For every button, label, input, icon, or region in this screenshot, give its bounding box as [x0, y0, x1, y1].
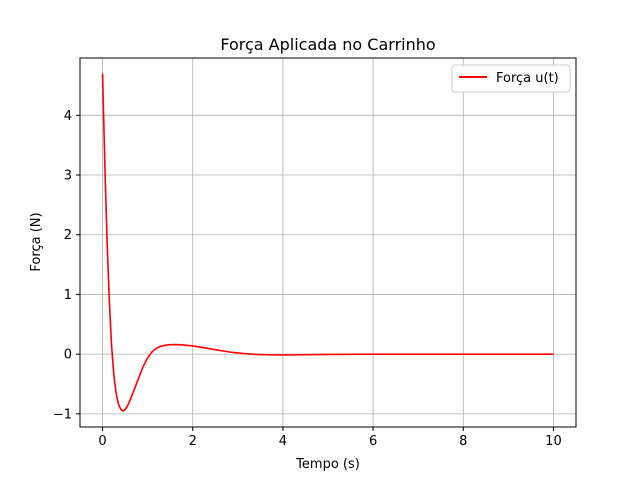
y-tick-label: 1 [64, 288, 72, 303]
x-axis-label: Tempo (s) [295, 457, 360, 472]
series-layer [101, 73, 554, 412]
series-line-forca [101, 73, 554, 412]
legend-label: Força u(t) [496, 71, 559, 86]
x-tick-label: 6 [369, 434, 377, 449]
axis-ticks: 0 2 4 6 8 10 −1 0 1 2 3 4 [53, 109, 562, 449]
y-tick-label: 2 [64, 228, 72, 243]
grid-lines [80, 58, 576, 427]
x-tick-label: 4 [279, 434, 287, 449]
legend: Força u(t) [451, 64, 571, 93]
y-tick-label: 0 [64, 348, 72, 363]
x-tick-label: 2 [189, 434, 197, 449]
legend-box [451, 64, 571, 93]
y-axis-label: Força (N) [29, 212, 44, 271]
y-tick-label: −1 [53, 407, 72, 422]
plot-frame [79, 57, 577, 428]
chart-title: Força Aplicada no Carrinho [220, 35, 435, 54]
x-tick-label: 0 [98, 434, 106, 449]
x-tick-label: 10 [545, 434, 562, 449]
y-tick-label: 3 [64, 169, 72, 184]
y-tick-label: 4 [64, 109, 72, 124]
x-tick-label: 8 [459, 434, 467, 449]
